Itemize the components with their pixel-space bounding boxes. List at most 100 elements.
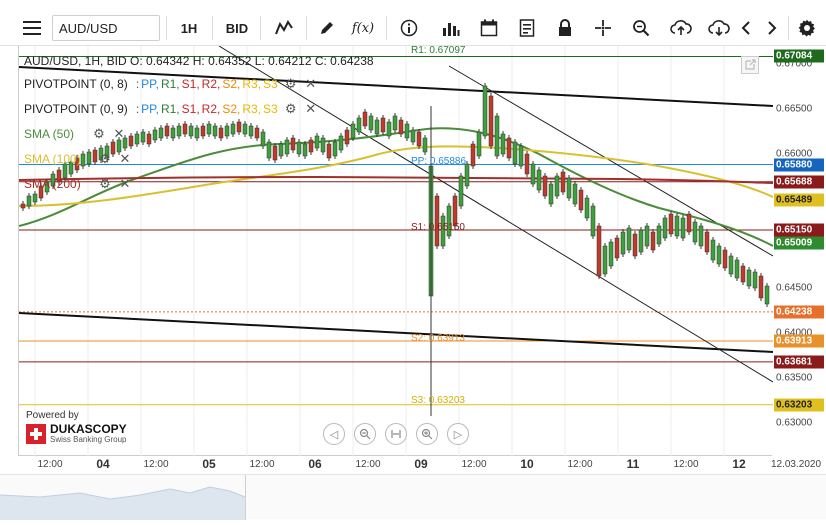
navigator-area <box>0 475 246 520</box>
candle-body <box>650 231 656 251</box>
gear-icon[interactable]: ⚙ <box>99 176 111 191</box>
pivot-s2-label: S2: 0.63913 <box>411 333 465 344</box>
pivot-r1-label: R1: 0.67097 <box>411 45 466 56</box>
candle-body <box>572 183 578 205</box>
price-tag: 0.65489 <box>774 193 824 207</box>
candle-body <box>374 119 380 135</box>
candle-body <box>698 225 704 247</box>
candle-body <box>632 233 638 257</box>
candle-body <box>56 169 62 183</box>
candle-body <box>758 275 764 299</box>
candle-body <box>92 149 98 163</box>
settings-gear-icon[interactable] <box>794 14 820 42</box>
cloud-upload-icon[interactable] <box>666 14 696 42</box>
zoom-out-icon[interactable] <box>354 423 376 445</box>
candle-body <box>548 183 554 205</box>
candle-body <box>530 163 536 185</box>
side-button[interactable]: BID <box>225 20 249 36</box>
candle-body <box>224 125 230 137</box>
navigator-panel[interactable] <box>0 474 826 520</box>
crosshair-icon[interactable] <box>590 14 616 42</box>
volume-icon[interactable] <box>438 14 464 42</box>
candle-body <box>608 241 614 267</box>
candle-body <box>170 127 176 139</box>
chevron-left-icon[interactable] <box>736 14 756 42</box>
cloud-download-icon[interactable] <box>704 14 734 42</box>
candle-body <box>524 153 530 175</box>
candle-body <box>272 145 278 161</box>
candle-body <box>488 95 494 147</box>
candle-body <box>506 137 512 159</box>
calendar-icon[interactable] <box>476 14 502 42</box>
drawing-tools-icon[interactable] <box>270 14 298 42</box>
ohlc-legend: AUD/USD, 1H, BID O: 0.64342 H: 0.64352 L… <box>24 54 374 68</box>
template-icon[interactable] <box>514 14 540 42</box>
candle-body <box>128 135 134 147</box>
candle-body <box>662 217 668 239</box>
period-button[interactable]: 1H <box>180 20 198 36</box>
price-tag: 0.63913 <box>774 334 824 348</box>
candle-body <box>296 141 302 155</box>
candle-body <box>464 163 470 187</box>
candle-body <box>566 177 572 199</box>
candle-body <box>110 141 116 155</box>
sma100-legend: SMA (100) ⚙ ✕ <box>24 151 132 167</box>
time-tick-label: 12.03.2020 <box>770 459 822 470</box>
gear-icon[interactable]: ⚙ <box>99 151 111 166</box>
candle-body <box>638 229 644 253</box>
close-icon[interactable]: ✕ <box>305 101 317 116</box>
zoom-in-icon[interactable] <box>416 423 438 445</box>
gear-icon[interactable]: ⚙ <box>284 76 297 91</box>
reset-zoom-icon[interactable] <box>385 423 407 445</box>
candle-body <box>674 215 680 237</box>
pivot-s3: S3 <box>263 77 278 91</box>
candle-body <box>536 169 542 191</box>
pencil-icon[interactable] <box>314 14 340 42</box>
price-axis[interactable]: 0.670000.665000.660000.655000.650000.645… <box>772 46 826 456</box>
lock-icon[interactable] <box>552 14 578 42</box>
gear-icon[interactable]: ⚙ <box>284 101 297 116</box>
pivot-s3: S3 <box>263 102 278 116</box>
indicators-button[interactable]: f(x) <box>351 20 375 36</box>
chart-area[interactable]: R1: 0.67097 PP: 0.65886 S1: 0.65150 S2: … <box>18 45 773 456</box>
popout-icon[interactable] <box>741 56 759 74</box>
price-chart <box>19 46 773 456</box>
pivot-pp-label: PP: 0.65886 <box>411 156 467 167</box>
close-icon[interactable]: ✕ <box>119 176 131 191</box>
close-icon[interactable]: ✕ <box>119 151 131 166</box>
time-tick-label: 09 <box>414 457 428 471</box>
scroll-right-icon[interactable]: ▷ <box>447 423 469 445</box>
chevron-right-icon[interactable] <box>762 14 782 42</box>
scroll-left-icon[interactable]: ◁ <box>323 423 345 445</box>
symbol-input[interactable] <box>52 15 160 41</box>
candle-body <box>242 123 248 135</box>
candle-body <box>86 151 92 165</box>
candle-body <box>302 143 308 157</box>
sma50-legend: SMA (50) ⚙ ✕ <box>24 126 126 142</box>
candle-body <box>656 225 662 245</box>
candle-body <box>614 237 620 259</box>
gear-icon[interactable]: ⚙ <box>93 126 105 141</box>
sma50-label: SMA (50) <box>24 127 75 141</box>
candle-body <box>500 133 506 155</box>
candle-body <box>104 145 110 159</box>
info-icon[interactable] <box>396 14 422 42</box>
close-icon[interactable]: ✕ <box>305 76 317 91</box>
candle-body <box>434 195 440 247</box>
trend-line <box>19 66 773 107</box>
price-tag: 0.65688 <box>774 175 824 189</box>
close-icon[interactable]: ✕ <box>113 126 125 141</box>
candle-body <box>116 139 122 153</box>
candle-body <box>452 195 458 227</box>
zoom-icon[interactable] <box>628 14 654 42</box>
candle-body <box>692 221 698 243</box>
time-axis[interactable]: 12:00 04 12:00 05 12:00 06 12:00 09 12:00 10 12:00… <box>18 456 826 474</box>
candle-body <box>722 249 728 269</box>
menu-icon[interactable] <box>18 14 46 42</box>
time-tick-label: 12:00 <box>37 459 63 470</box>
price-tick-label: 0.66500 <box>776 103 813 115</box>
pivot-legend-1: PIVOTPOINT (0, 8) : PP, R1, S1, R2, S2, … <box>24 76 318 92</box>
pivot-s3-label: S3: 0.63203 <box>411 395 465 406</box>
candle-body <box>326 143 332 159</box>
candle-body <box>188 125 194 137</box>
